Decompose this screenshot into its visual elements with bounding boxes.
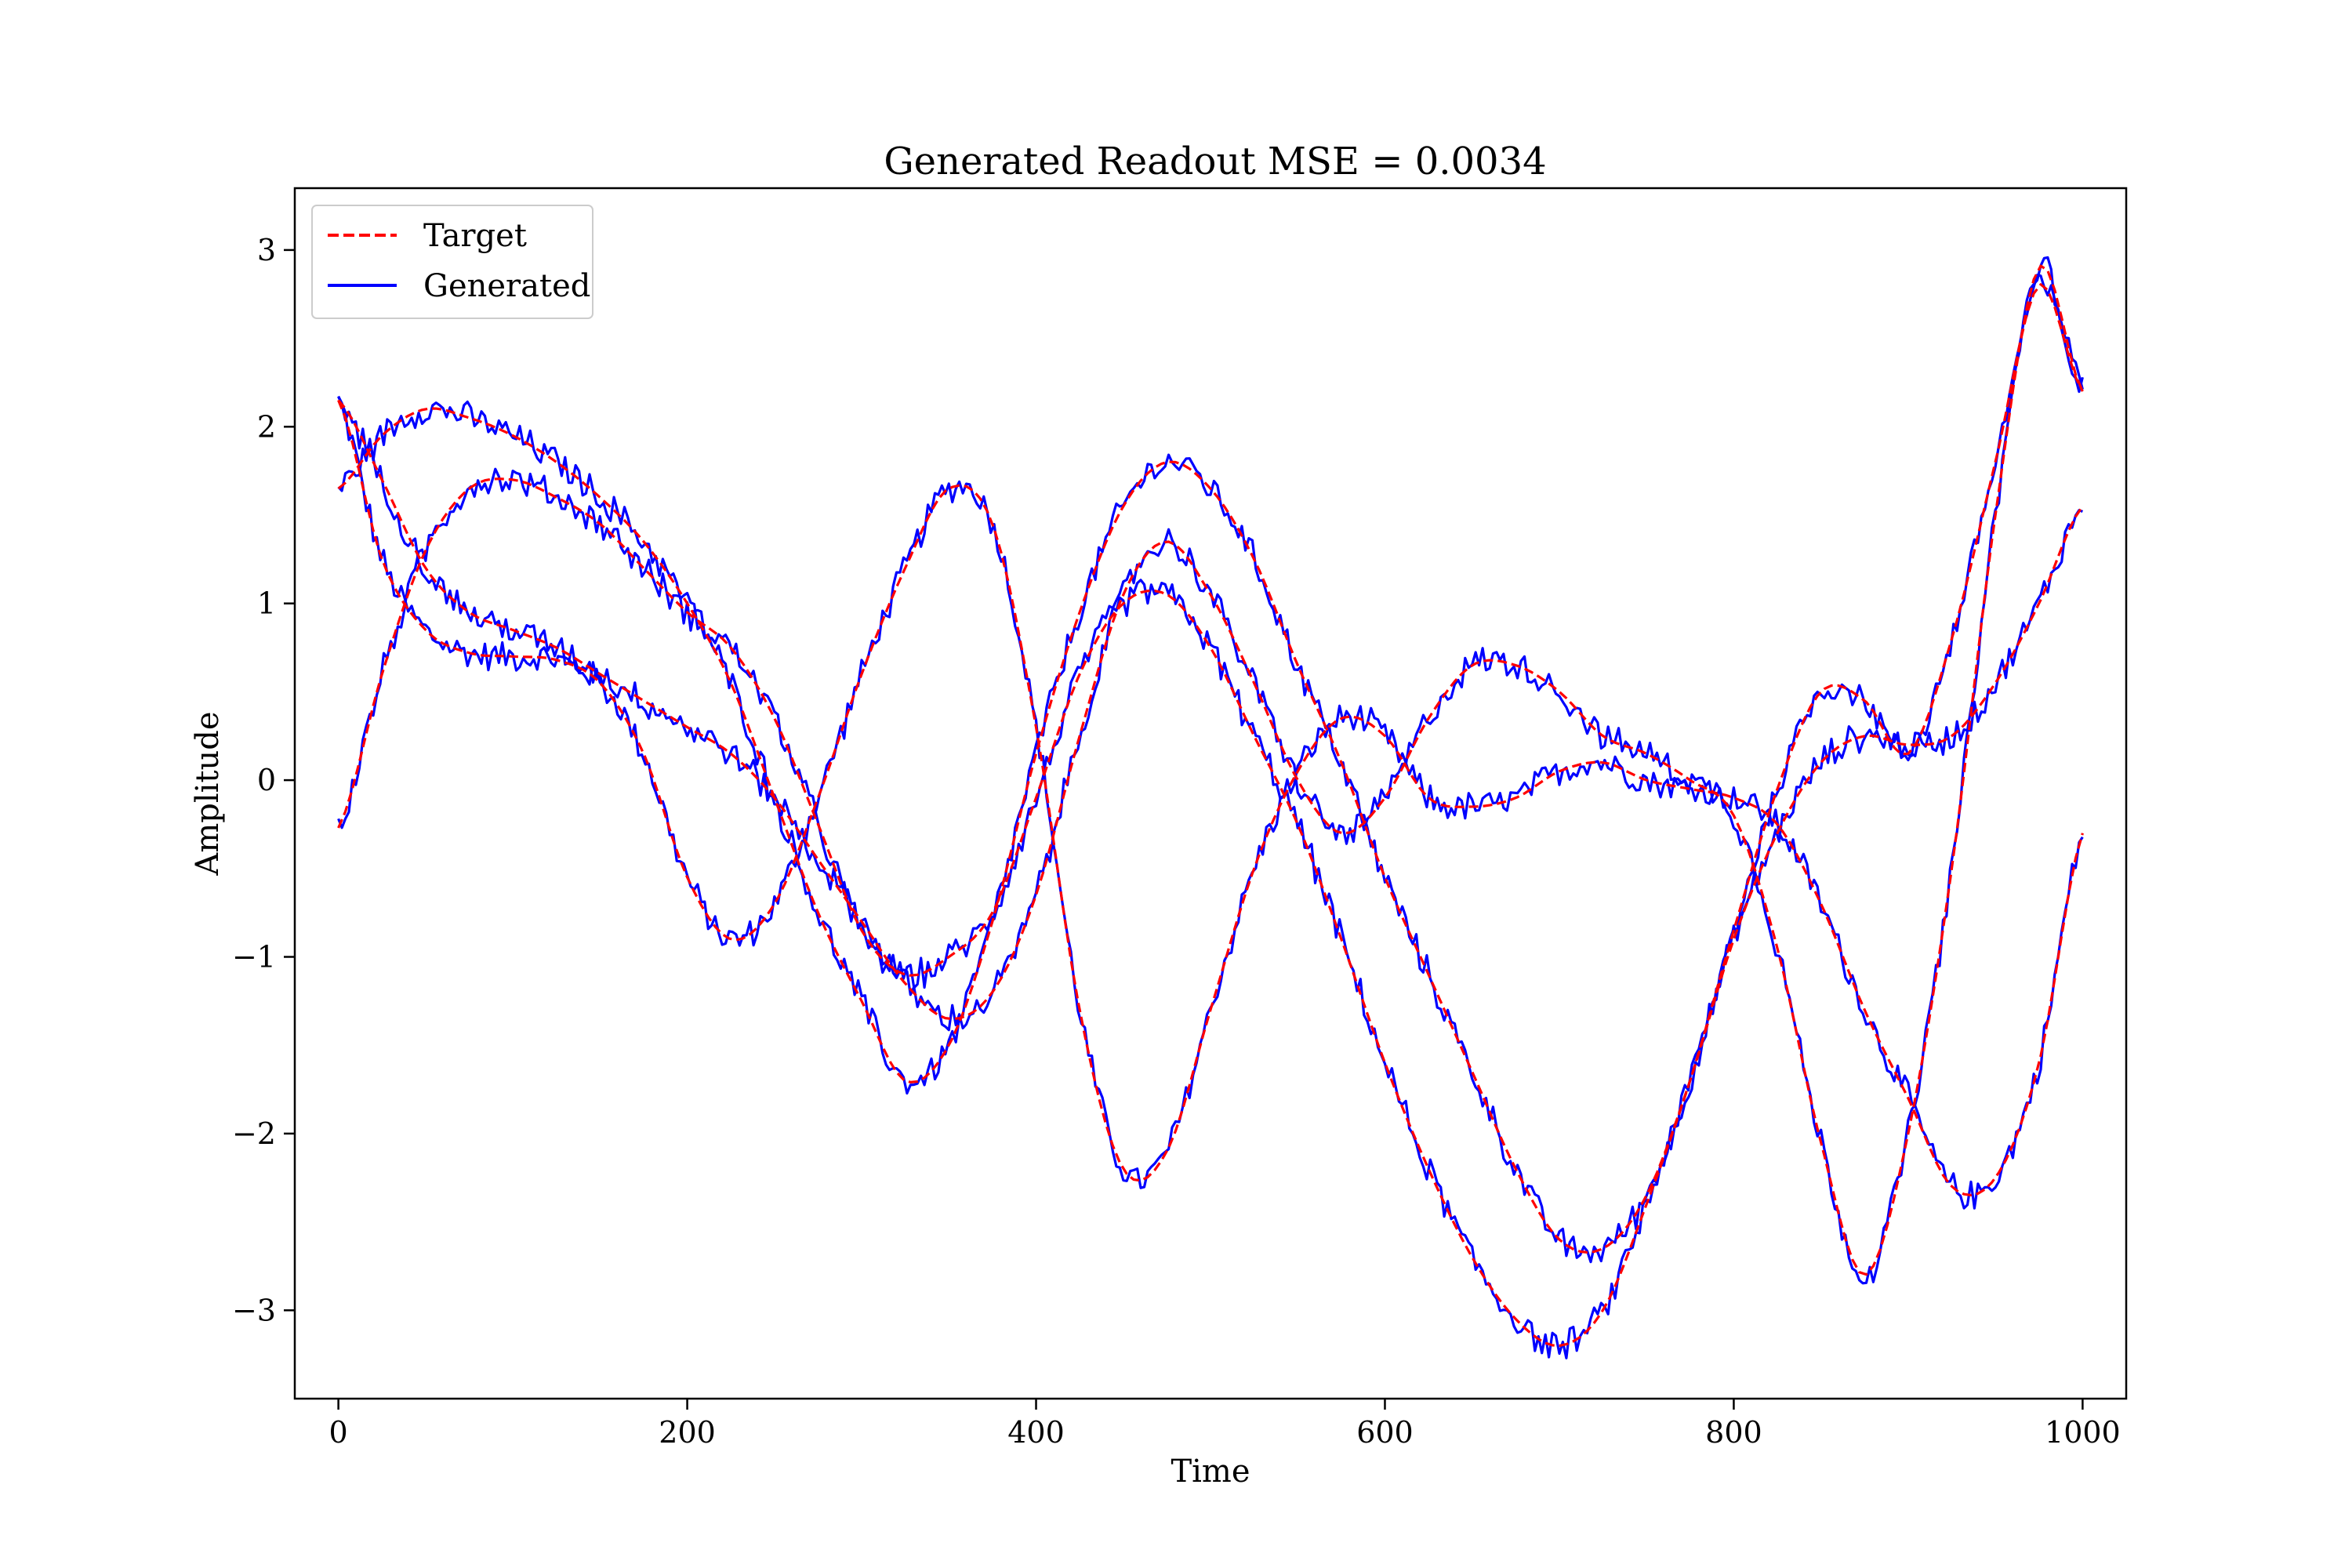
- y-tick-label: 2: [257, 409, 276, 444]
- x-tick-label: 200: [659, 1415, 716, 1450]
- target-curve-1: [337, 399, 2084, 1197]
- x-tick-label: 400: [1007, 1415, 1065, 1450]
- y-axis: −3 −2 −1 0 1 2 3: [232, 233, 295, 1327]
- series-layer: [337, 256, 2084, 1359]
- generated-curve-2: [337, 400, 2083, 1264]
- plot-background: [295, 188, 2126, 1399]
- y-tick-label: 1: [257, 586, 276, 621]
- y-tick-label: −1: [232, 939, 276, 974]
- legend-target-label: Target: [423, 218, 527, 254]
- x-tick-label: 1000: [2045, 1415, 2121, 1450]
- y-tick-label: −3: [232, 1293, 276, 1327]
- legend-generated-label: Generated: [423, 268, 590, 304]
- target-curve-3: [337, 283, 2084, 1348]
- target-curve-2: [337, 407, 2084, 1254]
- y-tick-label: 3: [257, 233, 276, 267]
- x-tick-label: 600: [1356, 1415, 1414, 1450]
- y-tick-label: −2: [232, 1116, 276, 1151]
- y-tick-label: 0: [257, 763, 276, 797]
- generated-curve-3: [337, 274, 2084, 1359]
- target-curve-4: [337, 264, 2084, 1276]
- chart-title: Generated Readout MSE = 0.0034: [884, 140, 1546, 183]
- plot-frame: [293, 187, 2128, 1400]
- plot-area: [293, 187, 2128, 1400]
- x-tick-label: 800: [1705, 1415, 1762, 1450]
- x-tick-label: 0: [329, 1415, 348, 1450]
- legend: Target Generated: [311, 205, 593, 319]
- generated-curve-4: [337, 256, 2084, 1285]
- x-axis-label: Time: [1171, 1454, 1250, 1490]
- x-axis: 0 200 400 600 800 1000: [329, 1399, 2121, 1450]
- y-axis-label: Amplitude: [190, 711, 226, 876]
